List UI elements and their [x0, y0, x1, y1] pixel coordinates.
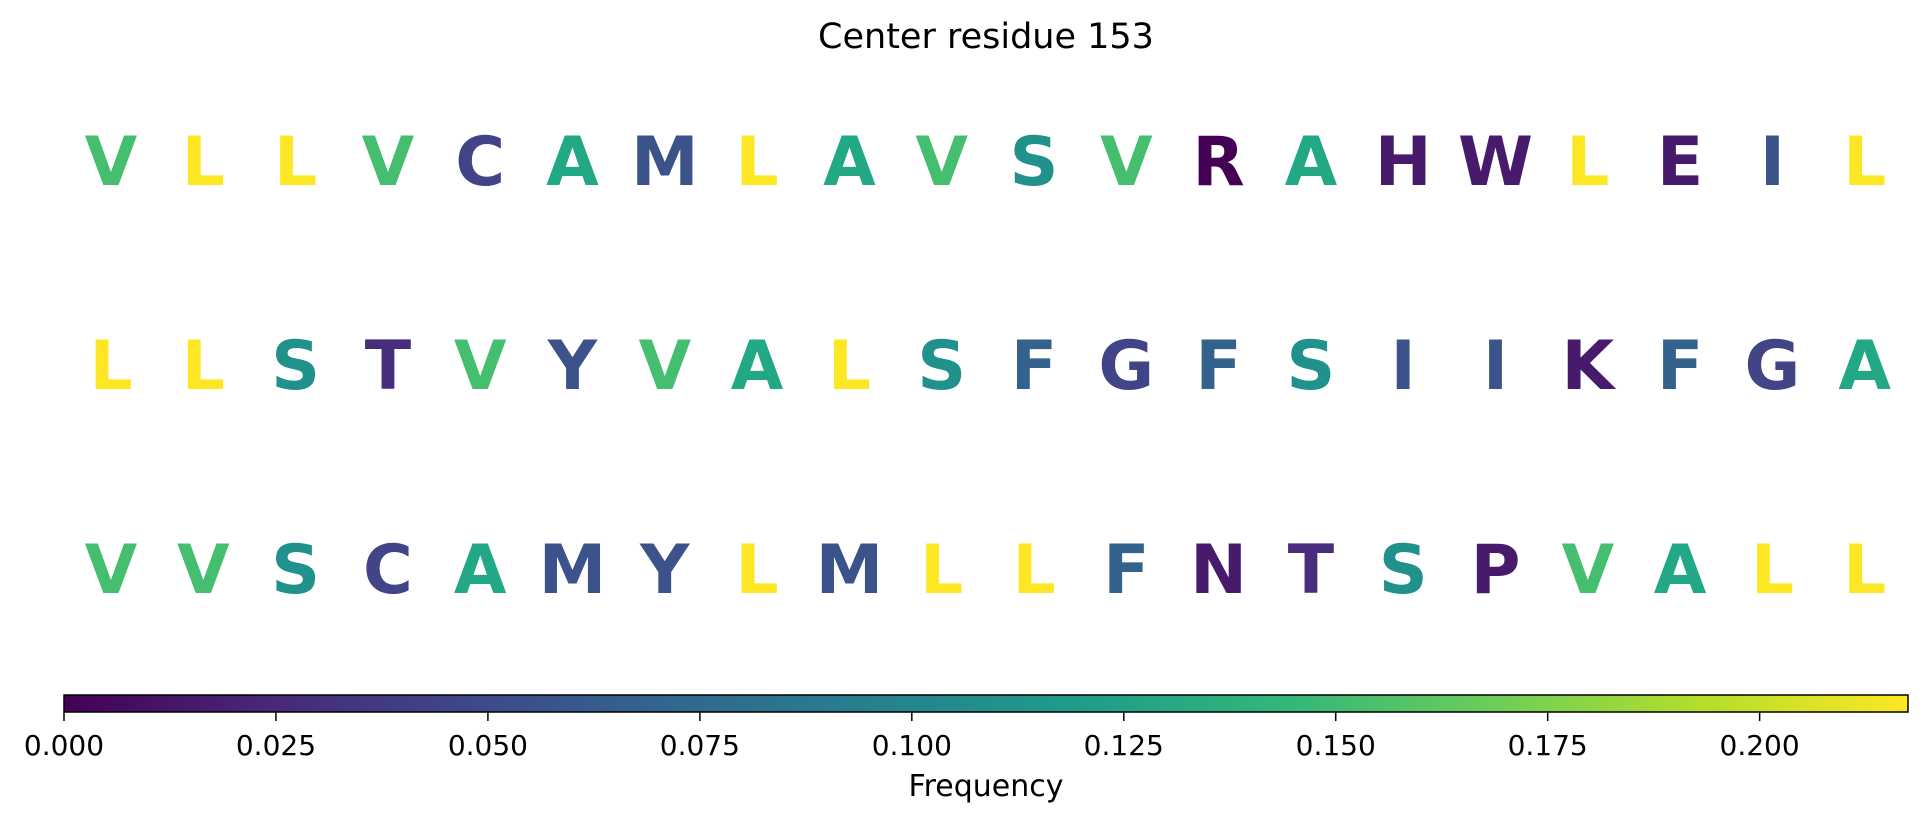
residue-letter: M: [816, 531, 884, 610]
residue-letter: V: [1100, 123, 1153, 202]
residue-letter: A: [546, 123, 599, 202]
residue-letter: G: [1098, 327, 1154, 406]
residue-letter: S: [271, 531, 320, 610]
residue-letter: V: [362, 123, 415, 202]
residue-letter: F: [1657, 327, 1703, 406]
residue-letter: T: [365, 327, 412, 406]
residue-letter: S: [1286, 327, 1335, 406]
colorbar-ticks: 0.000 0.025 0.050 0.075 0.100 0.125 0.150 0.175…: [24, 712, 1800, 762]
residue-letter: L: [182, 123, 225, 202]
residue-letter: W: [1458, 123, 1533, 202]
residue-letter: F: [1103, 531, 1149, 610]
residue-letter: L: [1843, 531, 1886, 610]
residue-letter: H: [1375, 123, 1432, 202]
residue-letter: S: [271, 327, 320, 406]
residue-letter: L: [735, 123, 778, 202]
residue-letter: L: [1751, 531, 1794, 610]
residue-letter: I: [1391, 327, 1416, 406]
residue-letter: V: [638, 327, 691, 406]
colorbar-tick-label: 0.050: [448, 729, 528, 762]
residue-letter: L: [1843, 123, 1886, 202]
residue-letter: V: [85, 123, 138, 202]
residue-grid: V L L V C A M L A V S V R A H W L E I LL L S T V Y V A L S F G F S I I K F G A…: [85, 123, 1892, 610]
residue-letter: L: [1012, 531, 1055, 610]
residue-letter: V: [177, 531, 230, 610]
residue-letter: E: [1657, 123, 1703, 202]
residue-letter: A: [1654, 531, 1707, 610]
colorbar-bar: [63, 694, 1909, 713]
residue-letter: V: [85, 531, 138, 610]
residue-letter: V: [915, 123, 968, 202]
residue-letter: P: [1471, 531, 1521, 610]
residue-letter: L: [828, 327, 871, 406]
residue-letter: K: [1561, 327, 1616, 406]
residue-letter: Y: [547, 327, 598, 406]
colorbar-tick-label: 0.150: [1296, 729, 1376, 762]
residue-letter: I: [1483, 327, 1508, 406]
residue-letter: L: [735, 531, 778, 610]
residue-letter: L: [182, 327, 225, 406]
residue-letter: I: [1760, 123, 1785, 202]
colorbar-tick-label: 0.025: [236, 729, 316, 762]
residue-letter: N: [1190, 531, 1247, 610]
residue-letter: A: [1285, 123, 1338, 202]
residue-letter: C: [363, 531, 413, 610]
residue-letter: M: [539, 531, 607, 610]
colorbar-tick-label: 0.100: [872, 729, 952, 762]
residue-letter: S: [1379, 531, 1428, 610]
residue-letter: A: [731, 327, 784, 406]
residue-letter: A: [454, 531, 507, 610]
residue-letter: S: [1010, 123, 1059, 202]
colorbar-tick-label: 0.125: [1084, 729, 1164, 762]
chart-title: Center residue 153: [818, 17, 1154, 57]
residue-letter: L: [274, 123, 317, 202]
residue-letter: A: [1838, 327, 1891, 406]
residue-letter: T: [1288, 531, 1335, 610]
residue-letter: S: [917, 327, 966, 406]
residue-letter: F: [1011, 327, 1057, 406]
colorbar: 0.000 0.025 0.050 0.075 0.100 0.125 0.150 0.175…: [24, 694, 1909, 804]
colorbar-tick-label: 0.200: [1720, 729, 1800, 762]
colorbar-tick-label: 0.000: [24, 729, 104, 762]
residue-letter: C: [455, 123, 505, 202]
residue-letter: F: [1195, 327, 1241, 406]
residue-letter: L: [89, 327, 132, 406]
residue-letter: R: [1192, 123, 1244, 202]
residue-letter: Y: [639, 531, 690, 610]
residue-letter: L: [1566, 123, 1609, 202]
residue-letter: A: [823, 123, 876, 202]
colorbar-label: Frequency: [909, 769, 1064, 804]
residue-letter: V: [1561, 531, 1614, 610]
residue-letter: L: [920, 531, 963, 610]
residue-letter: V: [454, 327, 507, 406]
colorbar-tick-label: 0.075: [660, 729, 740, 762]
residue-letter: G: [1744, 327, 1800, 406]
residue-letter: M: [631, 123, 699, 202]
colorbar-tick-label: 0.175: [1508, 729, 1588, 762]
